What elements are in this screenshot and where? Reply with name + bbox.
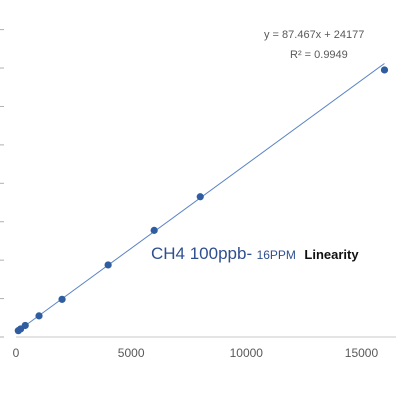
x-tick-label: 15000 [345,346,379,360]
trendline-r-squared: R² = 0.9949 [290,49,348,61]
chart-title-suffix: Linearity [304,247,359,262]
chart-title-main: CH4 100ppb- [151,244,252,263]
trendline-equation: y = 87.467x + 24177 [264,29,364,41]
chart-title-range: 16PPM [257,248,296,262]
data-point [196,193,204,201]
y-axis-ticks [0,29,4,338]
data-point [380,66,389,74]
x-axis-tick-labels: 0 5000 10000 15000 [13,346,379,360]
chart-title: CH4 100ppb- 16PPM Linearity [151,244,359,263]
x-tick-label: 5000 [118,346,145,360]
x-tick-label: 0 [13,346,20,360]
data-point [21,321,29,330]
x-tick-label: 10000 [230,346,264,360]
data-point [58,295,66,303]
data-point [150,226,158,234]
data-points [14,66,389,335]
data-point [35,312,43,320]
data-point [104,261,112,269]
